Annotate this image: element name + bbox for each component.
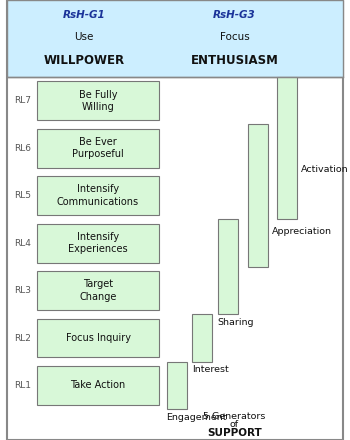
Text: Focus: Focus — [220, 32, 249, 42]
Text: RL3: RL3 — [14, 286, 31, 295]
Text: Intensify
Experiences: Intensify Experiences — [68, 232, 128, 254]
Bar — [37, 366, 159, 405]
Text: RL2: RL2 — [14, 334, 31, 342]
Text: Activation: Activation — [301, 165, 348, 174]
Text: RL4: RL4 — [14, 238, 31, 248]
Bar — [167, 362, 187, 409]
Text: Engagement: Engagement — [167, 413, 227, 422]
Text: Take Action: Take Action — [70, 381, 126, 390]
Bar — [37, 224, 159, 263]
Bar — [192, 314, 212, 362]
Text: RsH-G3: RsH-G3 — [213, 11, 256, 20]
Text: Target
Change: Target Change — [79, 279, 117, 302]
Text: Interest: Interest — [192, 365, 229, 374]
Text: Appreciation: Appreciation — [272, 227, 331, 236]
Text: RL1: RL1 — [14, 381, 31, 390]
Bar — [248, 125, 268, 267]
Text: Be Ever
Purposeful: Be Ever Purposeful — [72, 137, 124, 159]
Bar — [37, 319, 159, 357]
Bar — [37, 129, 159, 168]
Text: WILLPOWER: WILLPOWER — [43, 54, 125, 66]
Text: RL6: RL6 — [14, 144, 31, 153]
Text: SUPPORT: SUPPORT — [207, 428, 262, 437]
Text: RL7: RL7 — [14, 96, 31, 105]
Bar — [37, 81, 159, 120]
Bar — [7, 0, 343, 77]
Text: RsH-G1: RsH-G1 — [63, 11, 105, 20]
Text: Focus Inquiry: Focus Inquiry — [65, 333, 131, 343]
Text: Be Fully
Willing: Be Fully Willing — [79, 89, 117, 112]
Text: RL5: RL5 — [14, 191, 31, 200]
Bar — [37, 271, 159, 310]
Text: Sharing: Sharing — [218, 318, 254, 327]
Bar — [277, 77, 297, 220]
Text: of: of — [230, 420, 239, 429]
Text: 5 Generators: 5 Generators — [203, 412, 266, 421]
Text: ENTHUSIASM: ENTHUSIASM — [190, 54, 279, 66]
Bar — [218, 220, 238, 314]
Text: Use: Use — [74, 32, 94, 42]
Bar — [37, 176, 159, 215]
Text: Intensify
Communications: Intensify Communications — [57, 184, 139, 207]
